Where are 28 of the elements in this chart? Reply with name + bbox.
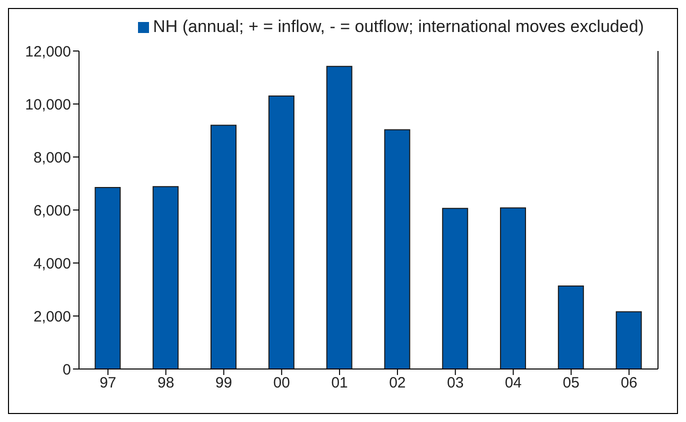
bar xyxy=(152,186,179,369)
bar xyxy=(500,207,526,369)
x-tick-label: 06 xyxy=(620,374,638,392)
x-tick-label: 01 xyxy=(331,374,348,392)
bar xyxy=(384,129,410,369)
x-tick-label: 99 xyxy=(215,374,232,392)
y-tick-label: 2,000 xyxy=(33,308,71,326)
bar xyxy=(616,311,642,369)
bar xyxy=(326,66,352,369)
y-tick-label: 6,000 xyxy=(33,202,71,220)
bar xyxy=(442,208,468,369)
y-tick-label: 10,000 xyxy=(25,96,71,114)
y-tick-label: 8,000 xyxy=(33,149,71,166)
x-tick-label: 03 xyxy=(447,374,464,392)
y-tick-label: 12,000 xyxy=(25,43,71,60)
x-tick-label: 00 xyxy=(273,374,290,392)
bar xyxy=(210,124,237,369)
y-tick-label: 0 xyxy=(62,361,71,378)
y-tick-label: 4,000 xyxy=(33,255,71,272)
x-tick-label: 98 xyxy=(158,374,174,392)
x-tick-label: 05 xyxy=(562,374,580,392)
legend-label: NH (annual; + = inflow, - = outflow; international moves excluded) xyxy=(153,17,644,36)
x-tick-label: 97 xyxy=(100,374,116,392)
bar xyxy=(94,186,121,369)
x-tick-label: 04 xyxy=(504,374,522,392)
bar xyxy=(268,96,294,369)
bar xyxy=(558,286,584,369)
x-tick-label: 02 xyxy=(389,374,406,392)
